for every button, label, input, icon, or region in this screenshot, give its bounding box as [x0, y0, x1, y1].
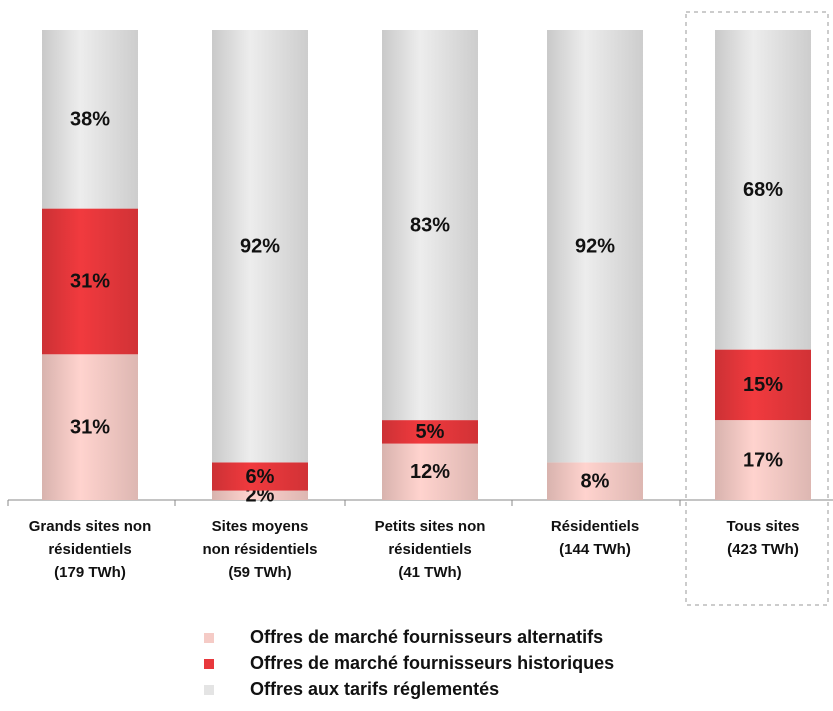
- legend-label: Offres aux tarifs réglementés: [250, 679, 499, 699]
- data-label: 8%: [581, 470, 610, 492]
- x-tick-label-line: Tous sites: [726, 518, 799, 535]
- data-label: 83%: [410, 214, 450, 236]
- x-tick-label-line: Grands sites non: [29, 518, 152, 535]
- x-tick-label-line: (59 TWh): [228, 564, 291, 581]
- data-label: 17%: [743, 449, 783, 471]
- x-tick-label-line: résidentiels: [48, 541, 131, 558]
- bar-segment: [212, 490, 308, 500]
- data-label: 31%: [70, 271, 110, 293]
- x-tick-label-line: non résidentiels: [202, 541, 317, 558]
- bar-segment: [212, 30, 308, 463]
- bar-segment: [42, 208, 138, 355]
- bar-segment: [42, 354, 138, 500]
- data-label: 5%: [416, 421, 445, 443]
- bar-segment: [547, 30, 643, 463]
- bar-segment: [715, 30, 811, 350]
- bar-segment: [715, 349, 811, 421]
- bar-segment: [382, 30, 478, 421]
- x-tick-label-line: (144 TWh): [559, 541, 631, 558]
- bar-segment: [42, 30, 138, 209]
- x-tick-label: Petits sites non résidentiels (41 TWh): [375, 518, 486, 581]
- bar-segment: [715, 420, 811, 500]
- data-label: 6%: [246, 466, 275, 488]
- data-label: 12%: [410, 461, 450, 483]
- x-tick-label-line: (423 TWh): [727, 541, 799, 558]
- data-label: 92%: [575, 235, 615, 257]
- legend-swatch: [204, 633, 214, 643]
- data-label: 31%: [70, 416, 110, 438]
- legend-label: Offres de marché fournisseurs alternatif…: [250, 627, 603, 647]
- data-label: 92%: [240, 235, 280, 257]
- x-tick-label-line: Sites moyens: [212, 518, 309, 535]
- x-tick-label-line: (179 TWh): [54, 564, 126, 581]
- x-tick-label-line: résidentiels: [388, 541, 471, 558]
- data-label: 68%: [743, 179, 783, 201]
- legend-label: Offres de marché fournisseurs historique…: [250, 653, 614, 673]
- bar-segment: [382, 443, 478, 500]
- legend-swatch: [204, 659, 214, 669]
- x-tick-label-line: Résidentiels: [551, 518, 639, 535]
- x-tick-label-line: (41 TWh): [398, 564, 461, 581]
- x-tick-label: Sites moyens non résidentiels (59 TWh): [202, 518, 317, 581]
- bar-segment: [547, 462, 643, 500]
- x-tick-label: Résidentiels (144 TWh): [551, 518, 639, 558]
- x-tick-label-line: Petits sites non: [375, 518, 486, 535]
- legend-swatch: [204, 685, 214, 695]
- data-label: 15%: [743, 374, 783, 396]
- bar-segment: [212, 462, 308, 491]
- x-tick-label: Grands sites non résidentiels (179 TWh): [29, 518, 152, 581]
- x-tick-label: Tous sites (423 TWh): [726, 518, 799, 558]
- axis-ticks: [7, 500, 681, 506]
- bar-segment: [382, 420, 478, 444]
- data-label: 38%: [70, 109, 110, 131]
